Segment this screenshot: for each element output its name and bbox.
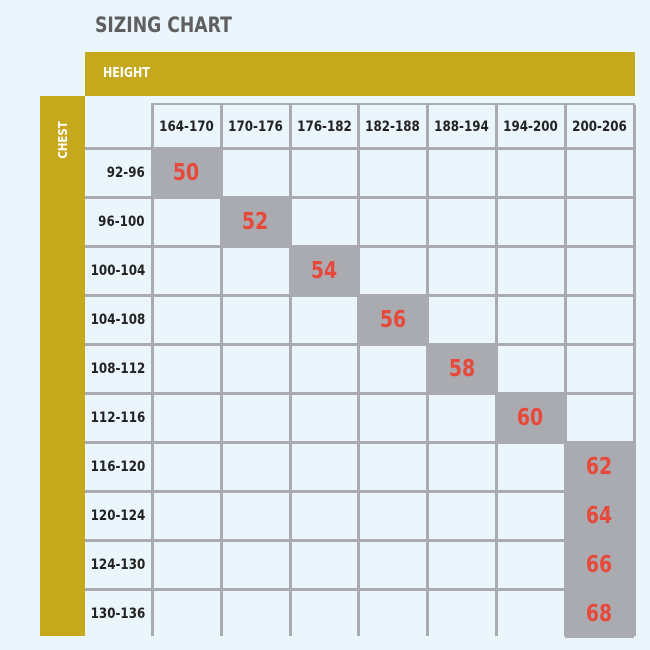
height-range-header: 170-176 bbox=[227, 119, 283, 135]
height-range-header: 164-170 bbox=[159, 119, 214, 135]
height-header-bar: HEIGHT bbox=[85, 52, 635, 96]
chest-range-header: 112-116 bbox=[90, 409, 145, 426]
height-range-header: 200-206 bbox=[571, 119, 627, 135]
size-cell: 62 bbox=[564, 443, 634, 491]
grid-line-vertical bbox=[357, 105, 361, 636]
chest-range-header: 116-120 bbox=[90, 458, 145, 475]
size-value: 52 bbox=[242, 209, 269, 235]
size-value: 68 bbox=[586, 601, 613, 627]
grid-line-vertical bbox=[495, 105, 498, 636]
size-value: 66 bbox=[586, 552, 613, 578]
size-cell: 56 bbox=[358, 296, 428, 344]
chart-title: SIZING CHART bbox=[95, 13, 232, 37]
size-cell: 64 bbox=[564, 492, 634, 540]
size-value: 50 bbox=[173, 160, 200, 186]
size-value: 56 bbox=[379, 307, 407, 333]
grid-line-horizontal bbox=[85, 441, 635, 444]
chest-label: CHEST bbox=[56, 121, 70, 159]
size-cell: 58 bbox=[427, 345, 497, 393]
chest-range-header: 104-108 bbox=[90, 311, 145, 328]
grid-line-horizontal bbox=[85, 294, 635, 297]
height-range-header: 194-200 bbox=[503, 119, 558, 135]
chest-range-header: 96-100 bbox=[98, 213, 145, 230]
grid-line-horizontal bbox=[85, 147, 635, 150]
grid-line-vertical bbox=[563, 105, 567, 636]
chest-range-header: 108-112 bbox=[90, 360, 145, 377]
size-value: 54 bbox=[310, 258, 338, 284]
grid-line-horizontal bbox=[85, 245, 635, 248]
chest-header-bar: CHEST bbox=[40, 96, 85, 636]
size-cell: 54 bbox=[289, 247, 359, 295]
size-cell: 50 bbox=[152, 149, 221, 197]
chest-range-header: 92-96 bbox=[106, 164, 145, 181]
size-cell: 60 bbox=[496, 394, 565, 442]
height-range-header: 176-182 bbox=[296, 119, 352, 135]
size-cell: 66 bbox=[564, 541, 634, 589]
chest-range-header: 100-104 bbox=[90, 262, 145, 279]
size-value: 58 bbox=[448, 356, 475, 382]
chest-range-header: 124-130 bbox=[90, 556, 145, 573]
grid-line-vertical bbox=[151, 105, 154, 636]
grid-line-horizontal bbox=[85, 539, 635, 542]
size-value: 64 bbox=[586, 503, 613, 529]
size-value: 60 bbox=[517, 405, 544, 431]
size-grid: 164-170 170-176 176-182 182-188 188-194 194-2… bbox=[85, 96, 636, 638]
size-cell: 52 bbox=[220, 198, 290, 246]
height-range-header: 188-194 bbox=[434, 119, 489, 135]
grid-line-horizontal bbox=[85, 196, 635, 199]
grid-line-horizontal bbox=[85, 490, 635, 493]
height-range-header: 182-188 bbox=[365, 119, 421, 135]
grid-line-horizontal bbox=[85, 392, 635, 395]
grid-line-vertical bbox=[632, 105, 636, 636]
grid-line-horizontal bbox=[151, 103, 635, 105]
chest-range-header: 120-124 bbox=[90, 507, 145, 524]
grid-line-vertical bbox=[219, 105, 223, 636]
height-label: HEIGHT bbox=[103, 66, 150, 81]
chest-range-header: 130-136 bbox=[90, 605, 145, 622]
grid-line-horizontal bbox=[85, 588, 635, 591]
size-value: 62 bbox=[586, 454, 613, 480]
grid-line-horizontal bbox=[85, 343, 635, 346]
size-cell: 68 bbox=[564, 590, 634, 638]
grid-line-vertical bbox=[288, 105, 292, 636]
